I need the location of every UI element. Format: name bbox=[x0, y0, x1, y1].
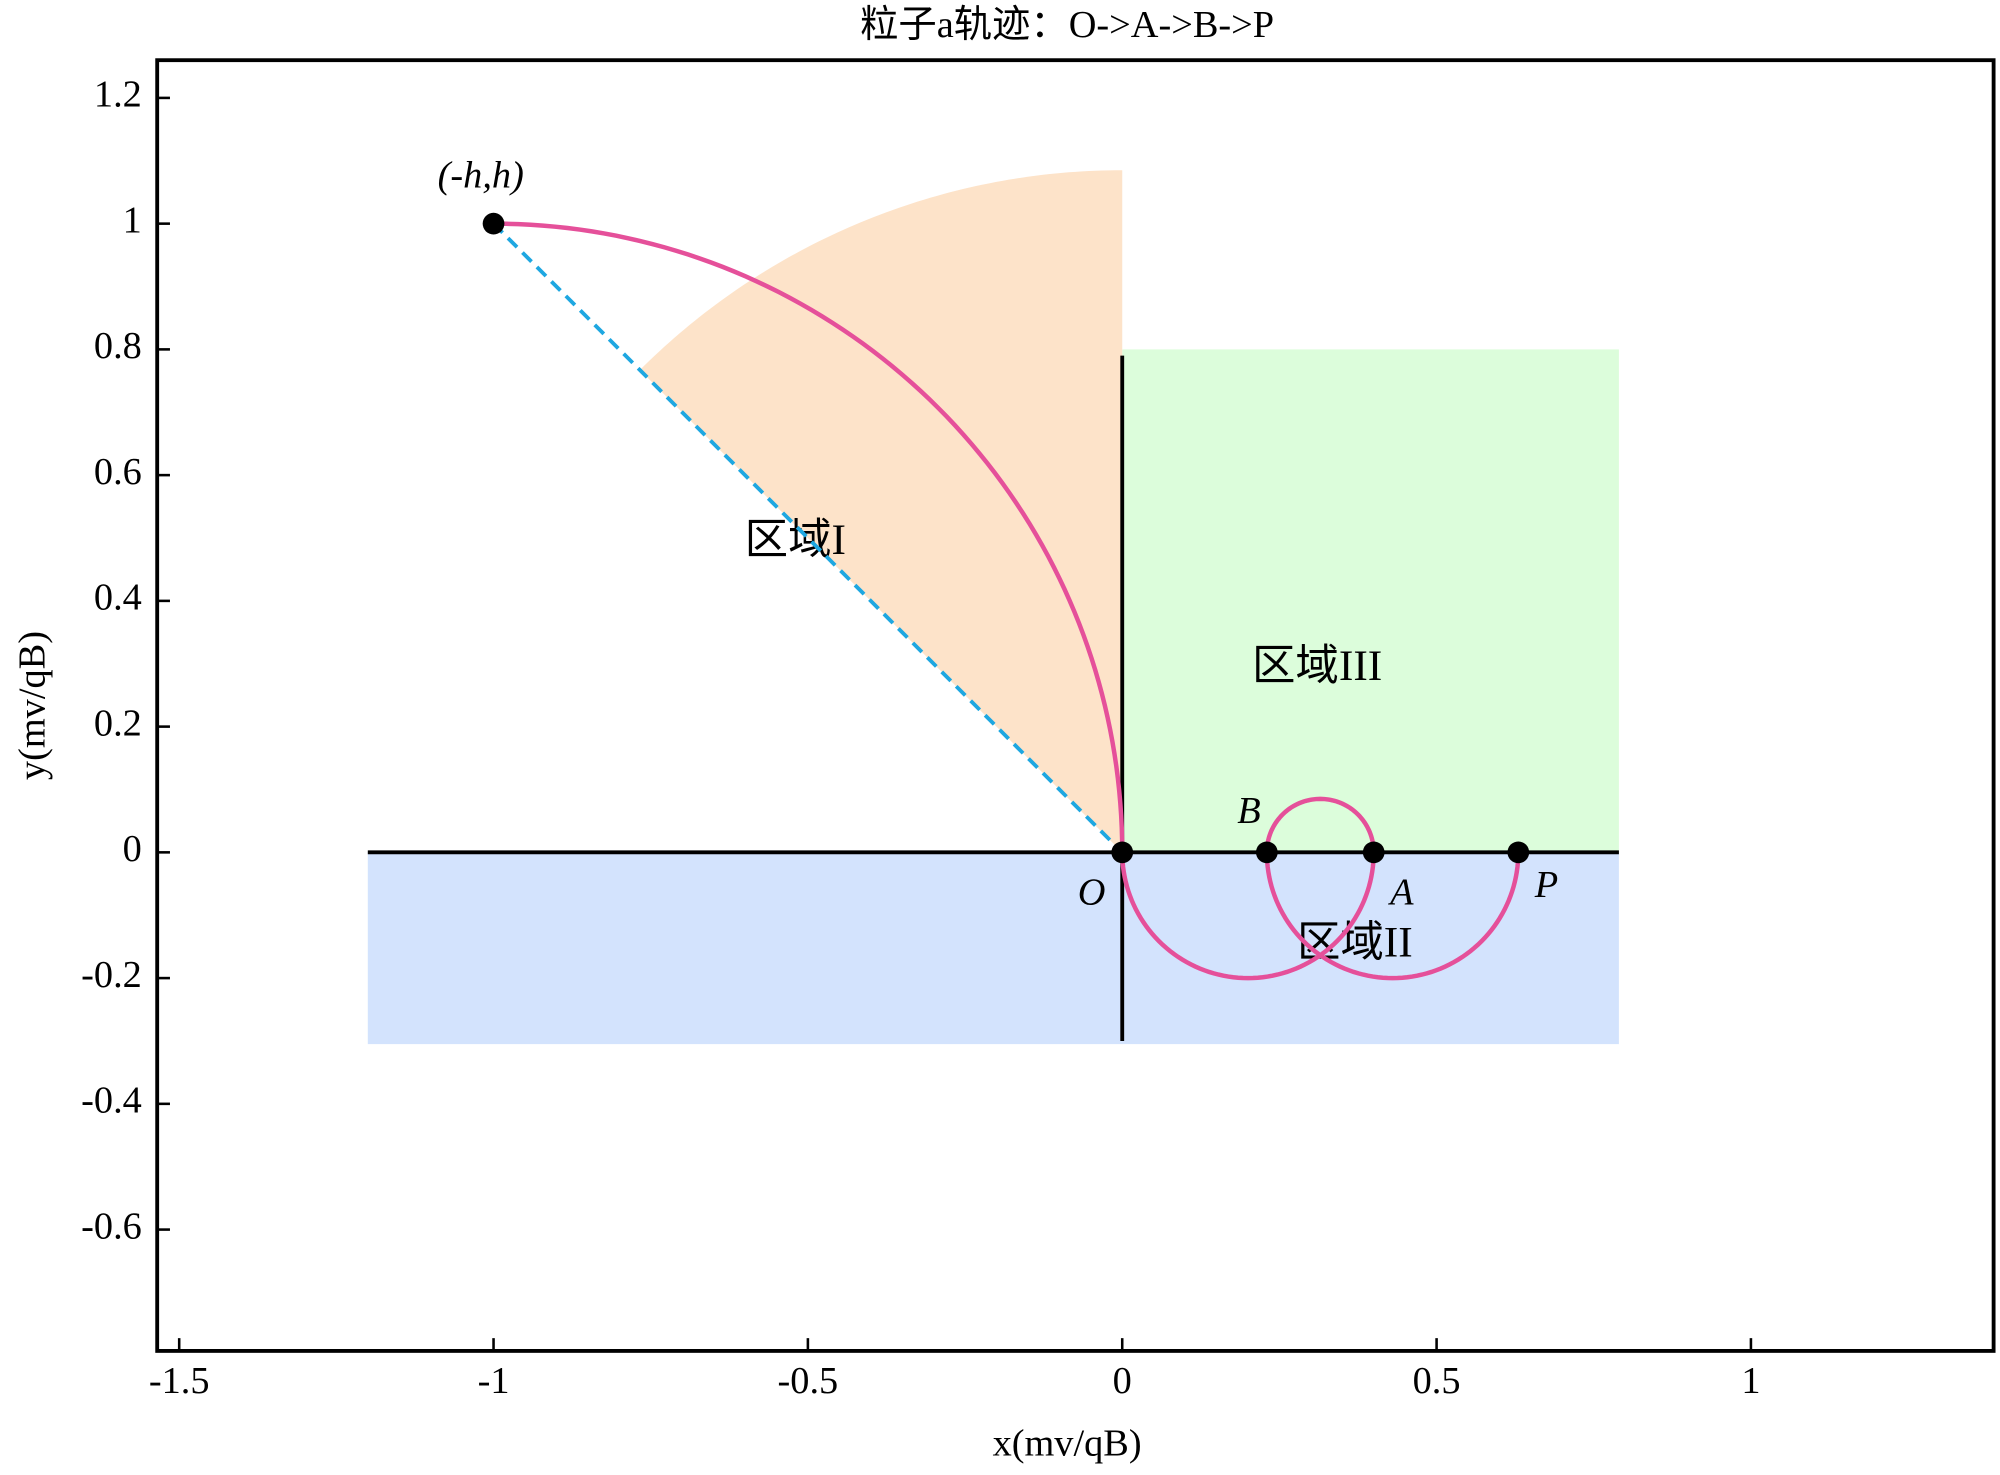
trajectory-arc bbox=[493, 221, 1125, 853]
point bbox=[1255, 841, 1278, 864]
trajectory-arc bbox=[1264, 852, 1521, 981]
x-tick-label: 1 bbox=[1741, 1360, 1760, 1402]
region-label: 区域I bbox=[745, 516, 846, 564]
y-tick-label: -0.2 bbox=[81, 954, 142, 996]
x-tick-label: 0.5 bbox=[1413, 1360, 1461, 1402]
x-tick-label: -1.5 bbox=[149, 1360, 210, 1402]
sector bbox=[639, 170, 1123, 853]
point-label: O bbox=[1078, 872, 1106, 914]
x-axis-label: x(mv/qB) bbox=[993, 1423, 1142, 1465]
y-tick-label: 0.6 bbox=[94, 451, 142, 493]
y-tick-label: 1.2 bbox=[94, 74, 142, 116]
point bbox=[482, 212, 505, 235]
x-tick-label: -0.5 bbox=[778, 1360, 839, 1402]
y-tick-label: 0.2 bbox=[94, 702, 142, 744]
point-label: A bbox=[1387, 872, 1414, 914]
region bbox=[1122, 349, 1619, 853]
y-axis-label: y(mv/qB) bbox=[12, 631, 54, 780]
region-label: 区域III bbox=[1252, 642, 1382, 690]
trajectory-arc bbox=[1264, 796, 1376, 853]
y-tick-label: 0.4 bbox=[94, 577, 142, 619]
y-tick-label: 0.8 bbox=[94, 325, 142, 367]
y-tick-label: -0.6 bbox=[81, 1205, 142, 1247]
x-tick-label: 0 bbox=[1113, 1360, 1132, 1402]
point bbox=[1507, 841, 1530, 864]
plot-frame bbox=[155, 58, 1996, 1353]
trajectory-arc bbox=[1120, 852, 1376, 981]
point bbox=[1111, 841, 1134, 864]
point-label: B bbox=[1237, 790, 1260, 832]
dashed-line bbox=[492, 222, 1124, 854]
chart-title: 粒子a轨迹：O->A->B->P bbox=[860, 3, 1274, 46]
y-tick-label: -0.4 bbox=[81, 1080, 142, 1122]
point bbox=[1362, 841, 1385, 864]
point-label: (-h,h) bbox=[438, 155, 524, 197]
x-tick-label: -1 bbox=[478, 1360, 510, 1402]
region bbox=[367, 852, 1619, 1045]
y-tick-label: 0 bbox=[123, 828, 142, 870]
point-label: P bbox=[1534, 864, 1558, 906]
y-tick-label: 1 bbox=[123, 199, 142, 241]
